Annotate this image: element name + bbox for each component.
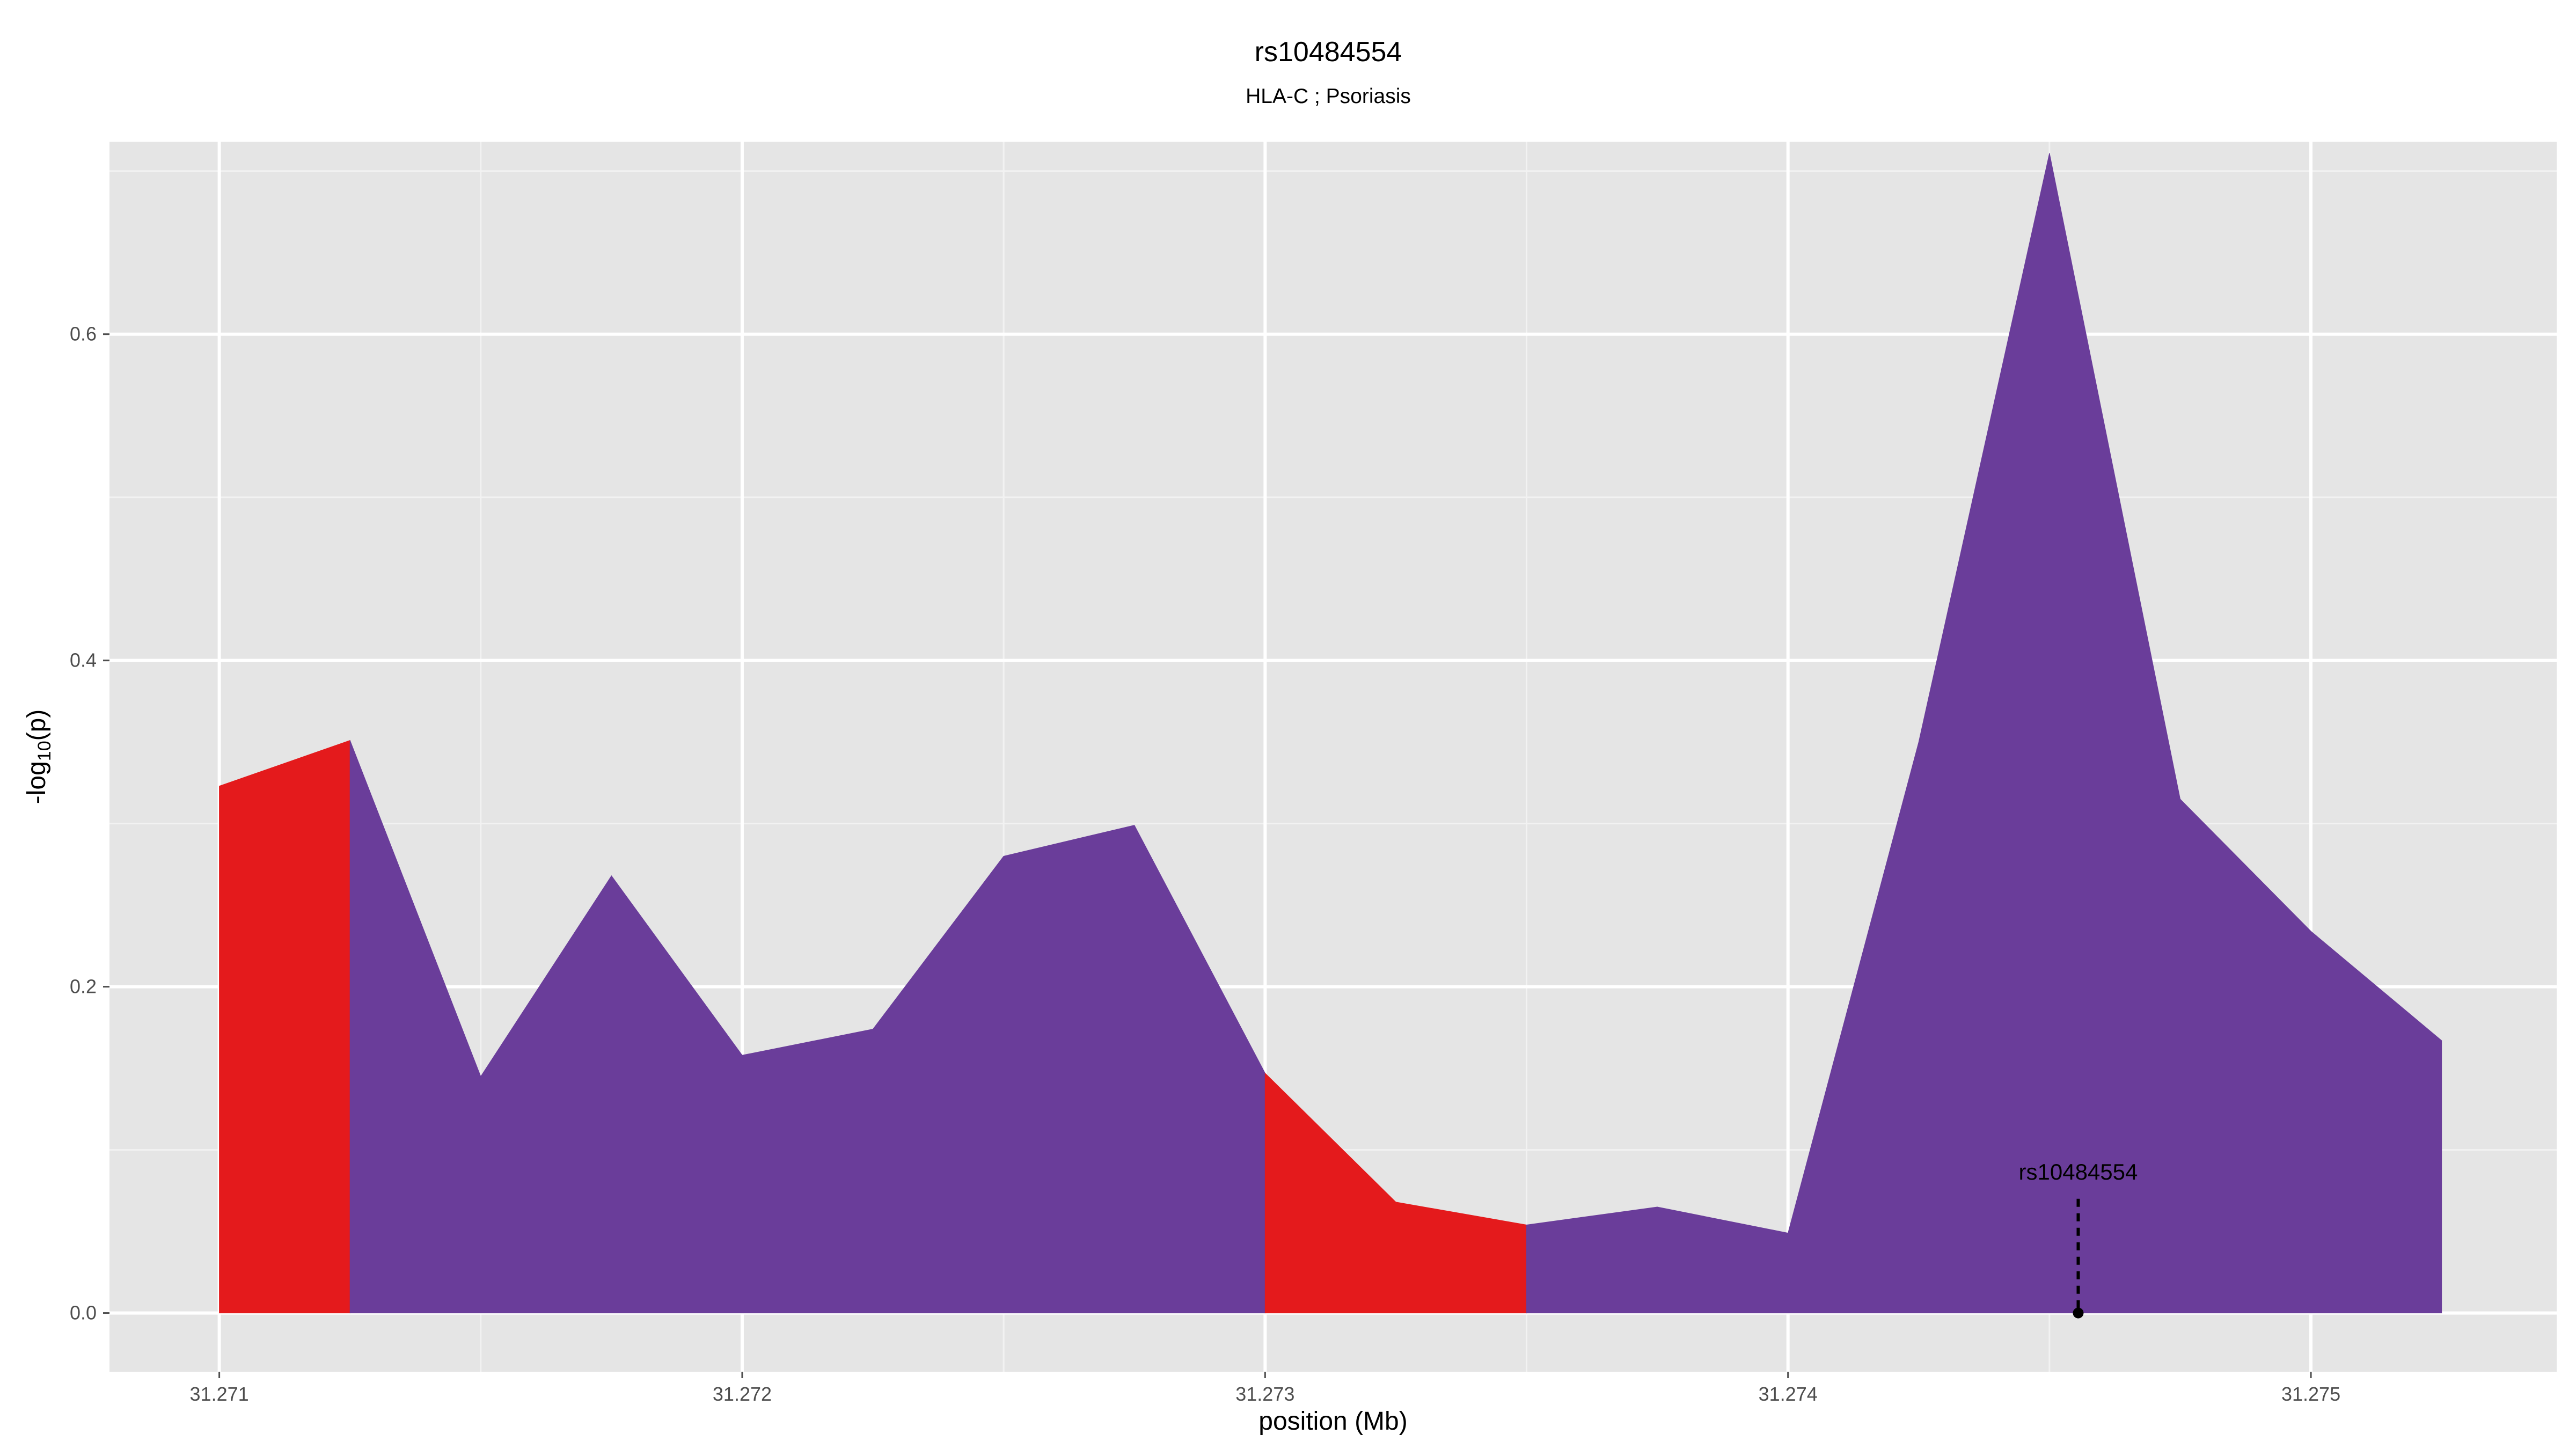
y-tick-label: 0.4	[70, 649, 97, 671]
snp-marker-label: rs10484554	[2019, 1159, 2138, 1184]
area-segment	[219, 740, 350, 1314]
chart-title: rs10484554	[1255, 36, 1402, 68]
area-segments	[219, 153, 2442, 1314]
area-segment	[1264, 1072, 1527, 1314]
y-axis-title-tail: (p)	[23, 709, 51, 741]
y-axis-title-subscript: 10	[34, 741, 55, 761]
x-axis: 31.271 31.272 31.273 31.274 31.275	[190, 1372, 2340, 1405]
y-tick-label: 0.2	[70, 976, 97, 998]
x-tick-label: 31.275	[2281, 1383, 2340, 1405]
x-tick-label: 31.271	[190, 1383, 249, 1405]
y-tick-label: 0.6	[70, 323, 97, 345]
chart-subtitle: HLA-C ; Psoriasis	[1246, 85, 1411, 108]
y-tick-label: 0.0	[70, 1302, 97, 1324]
x-axis-title: position (Mb)	[1258, 1407, 1407, 1436]
area-segment	[1526, 153, 2442, 1314]
x-tick-label: 31.274	[1759, 1383, 1818, 1405]
y-axis: 0.0 0.2 0.4 0.6	[70, 323, 109, 1324]
snp-marker-point	[2073, 1307, 2084, 1319]
x-tick-label: 31.273	[1235, 1383, 1294, 1405]
y-axis-title: -log10(p)	[23, 709, 55, 804]
snp-marker: rs10484554	[2019, 1159, 2138, 1319]
y-axis-title-main: -log	[23, 761, 51, 804]
x-tick-label: 31.272	[713, 1383, 772, 1405]
